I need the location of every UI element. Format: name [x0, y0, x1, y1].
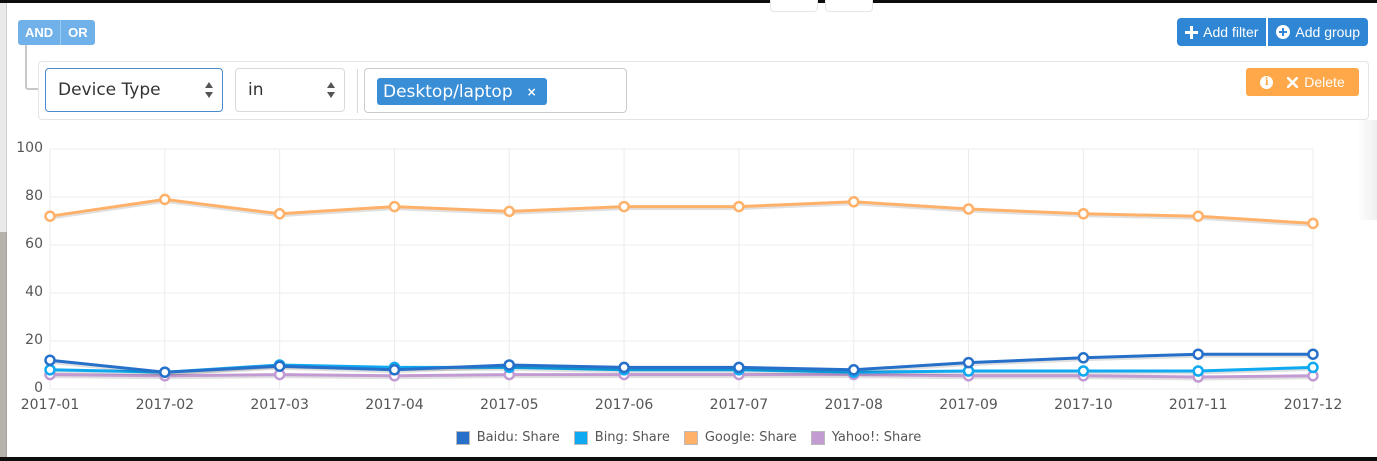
toolbar-button-partial[interactable] [825, 0, 873, 12]
legend-swatch-yahoo [810, 430, 825, 445]
add-filter-label: Add filter [1203, 24, 1259, 40]
plus-circle-icon [1276, 25, 1291, 39]
y-tick-label: 100 [16, 140, 43, 156]
x-tick-label: 2017-07 [709, 397, 769, 413]
x-tick-label: 2017-08 [824, 397, 883, 413]
y-tick-label: 40 [25, 284, 43, 300]
x-tick-label: 2017-12 [1283, 397, 1343, 413]
data-point[interactable] [962, 356, 975, 369]
data-point[interactable] [388, 364, 401, 376]
data-point[interactable] [159, 193, 171, 206]
delete-rule-button[interactable]: i Delete [1246, 68, 1359, 96]
value-tag-label: Desktop/laptop [383, 81, 513, 102]
info-icon[interactable]: i [1260, 75, 1274, 89]
legend-item-google[interactable]: Google: Share [683, 430, 797, 445]
data-point[interactable] [618, 361, 630, 374]
x-tick-label: 2017-01 [20, 397, 80, 413]
data-point[interactable] [847, 196, 860, 208]
legend-label: Google: Share [704, 430, 797, 445]
data-point[interactable] [847, 364, 860, 376]
x-tick-label: 2017-05 [480, 397, 539, 413]
legend-label: Baidu: Share [476, 430, 560, 445]
data-point[interactable] [1077, 352, 1090, 364]
y-tick-label: 60 [25, 236, 43, 252]
legend-label: Yahoo!: Share [831, 430, 922, 445]
y-tick-label: 80 [25, 188, 43, 204]
field-select-value: Device Type [58, 80, 161, 100]
legend-item-baidu[interactable]: Baidu: Share [455, 430, 560, 445]
data-point[interactable] [159, 366, 171, 378]
remove-tag-icon[interactable]: × [526, 84, 537, 99]
data-point[interactable] [733, 200, 745, 213]
data-point[interactable] [962, 203, 975, 215]
plus-icon [1185, 25, 1199, 39]
x-tick-label: 2017-11 [1168, 397, 1228, 413]
value-tag: Desktop/laptop × [377, 78, 547, 105]
data-point[interactable] [44, 364, 56, 376]
legend-swatch-google [683, 430, 698, 445]
data-point[interactable] [44, 354, 56, 366]
x-tick-label: 2017-10 [1054, 397, 1113, 413]
legend-swatch-baidu [455, 430, 470, 445]
chart-legend: Baidu: Share Bing: Share Google: Share Y… [0, 430, 1377, 445]
add-group-button[interactable]: Add group [1268, 18, 1368, 46]
data-point[interactable] [1077, 365, 1090, 377]
legend-item-yahoo[interactable]: Yahoo!: Share [810, 430, 922, 445]
window-bottom-edge [0, 457, 1377, 461]
select-arrows-icon [327, 82, 335, 98]
data-point[interactable] [273, 208, 286, 220]
chart-plot-area [44, 148, 1319, 390]
field-select[interactable]: Device Type [45, 68, 223, 112]
x-tick-label: 2017-09 [939, 397, 998, 413]
data-point[interactable] [1307, 217, 1319, 230]
add-filter-button[interactable]: Add filter [1177, 18, 1267, 46]
select-arrows-icon [205, 82, 213, 98]
data-point[interactable] [1192, 210, 1204, 222]
data-point[interactable] [733, 361, 745, 374]
data-point[interactable] [1192, 365, 1204, 377]
times-icon [1287, 76, 1299, 88]
y-tick-label: 20 [25, 332, 43, 348]
right-edge-shadow [1357, 120, 1377, 220]
toolbar-button-partial[interactable] [770, 0, 818, 12]
x-tick-label: 2017-03 [250, 397, 309, 413]
data-point[interactable] [273, 360, 286, 372]
line-chart: 0 20 40 60 80 100 2017-01 2017-02 2017-03 2017-0… [0, 128, 1377, 458]
condition-toggle-group: AND OR [18, 20, 95, 45]
operator-select-value: in [248, 80, 264, 100]
rule-divider [357, 69, 358, 113]
y-tick-label: 0 [34, 380, 43, 396]
window-top-edge [0, 0, 1377, 12]
operator-select[interactable]: in [235, 68, 345, 112]
data-point[interactable] [503, 205, 516, 218]
data-point[interactable] [388, 200, 401, 213]
x-tick-label: 2017-06 [594, 397, 654, 413]
legend-label: Bing: Share [594, 430, 670, 445]
condition-or-button[interactable]: OR [60, 20, 95, 45]
tree-connector [25, 45, 45, 90]
legend-item-bing[interactable]: Bing: Share [573, 430, 670, 445]
filter-rule: Device Type in Desktop/laptop × i Delete [38, 61, 1369, 120]
data-point[interactable] [44, 210, 56, 222]
condition-and-button[interactable]: AND [18, 20, 61, 45]
data-point[interactable] [1192, 348, 1204, 360]
data-point[interactable] [503, 359, 516, 371]
data-point[interactable] [1307, 361, 1319, 374]
x-tick-label: 2017-02 [135, 397, 195, 413]
data-point[interactable] [618, 200, 630, 213]
data-point[interactable] [1307, 348, 1319, 360]
background-window-edge [0, 3, 7, 457]
data-point[interactable] [1077, 208, 1090, 220]
legend-swatch-bing [573, 430, 588, 445]
add-group-label: Add group [1295, 24, 1360, 40]
group-actions: Add filter Add group [1177, 18, 1368, 46]
value-tag-input[interactable]: Desktop/laptop × [364, 68, 627, 113]
delete-label: Delete [1304, 74, 1345, 90]
x-tick-label: 2017-04 [365, 397, 424, 413]
